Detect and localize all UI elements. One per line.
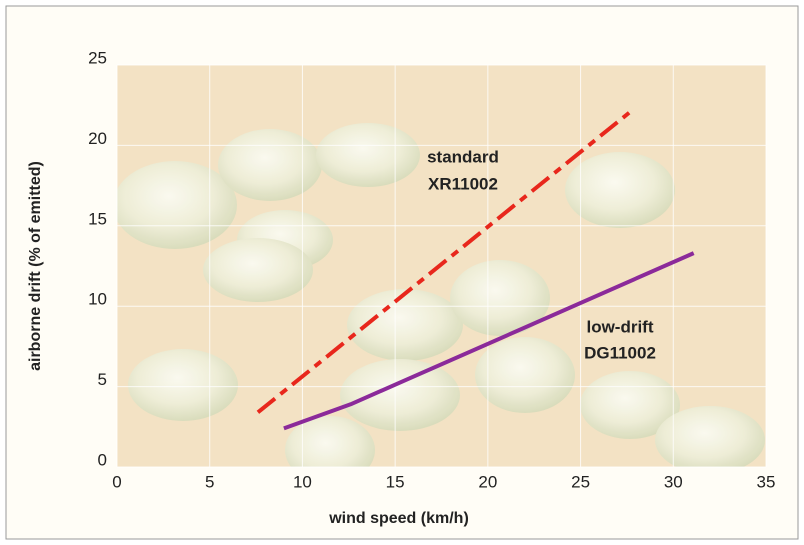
x-tick-label: 5 [205,472,214,491]
annotation: DG11002 [584,343,656,362]
y-axis-label: airborne drift (% of emitted) [27,161,44,371]
x-tick-label: 25 [571,472,590,491]
x-tick-label: 30 [664,472,683,491]
y-tick-label: 15 [88,209,107,228]
y-tick-label: 25 [88,48,107,67]
annotation: standard [427,147,499,166]
annotation: low-drift [586,317,653,336]
x-tick-label: 10 [293,472,312,491]
y-tick-label: 10 [88,290,107,309]
line [283,251,695,431]
y-tick-label: 0 [98,450,107,469]
x-tick-label: 20 [478,472,497,491]
background-eggs [117,123,765,467]
x-axis-label: wind speed (km/h) [328,510,469,527]
y-tick-label: 5 [98,370,107,389]
x-tick-label: 35 [757,472,776,491]
y-tick-label: 20 [88,129,107,148]
x-tick-label: 15 [386,472,405,491]
x-tick-label: 0 [112,472,121,491]
line [256,108,634,414]
annotation: XR11002 [428,174,498,193]
